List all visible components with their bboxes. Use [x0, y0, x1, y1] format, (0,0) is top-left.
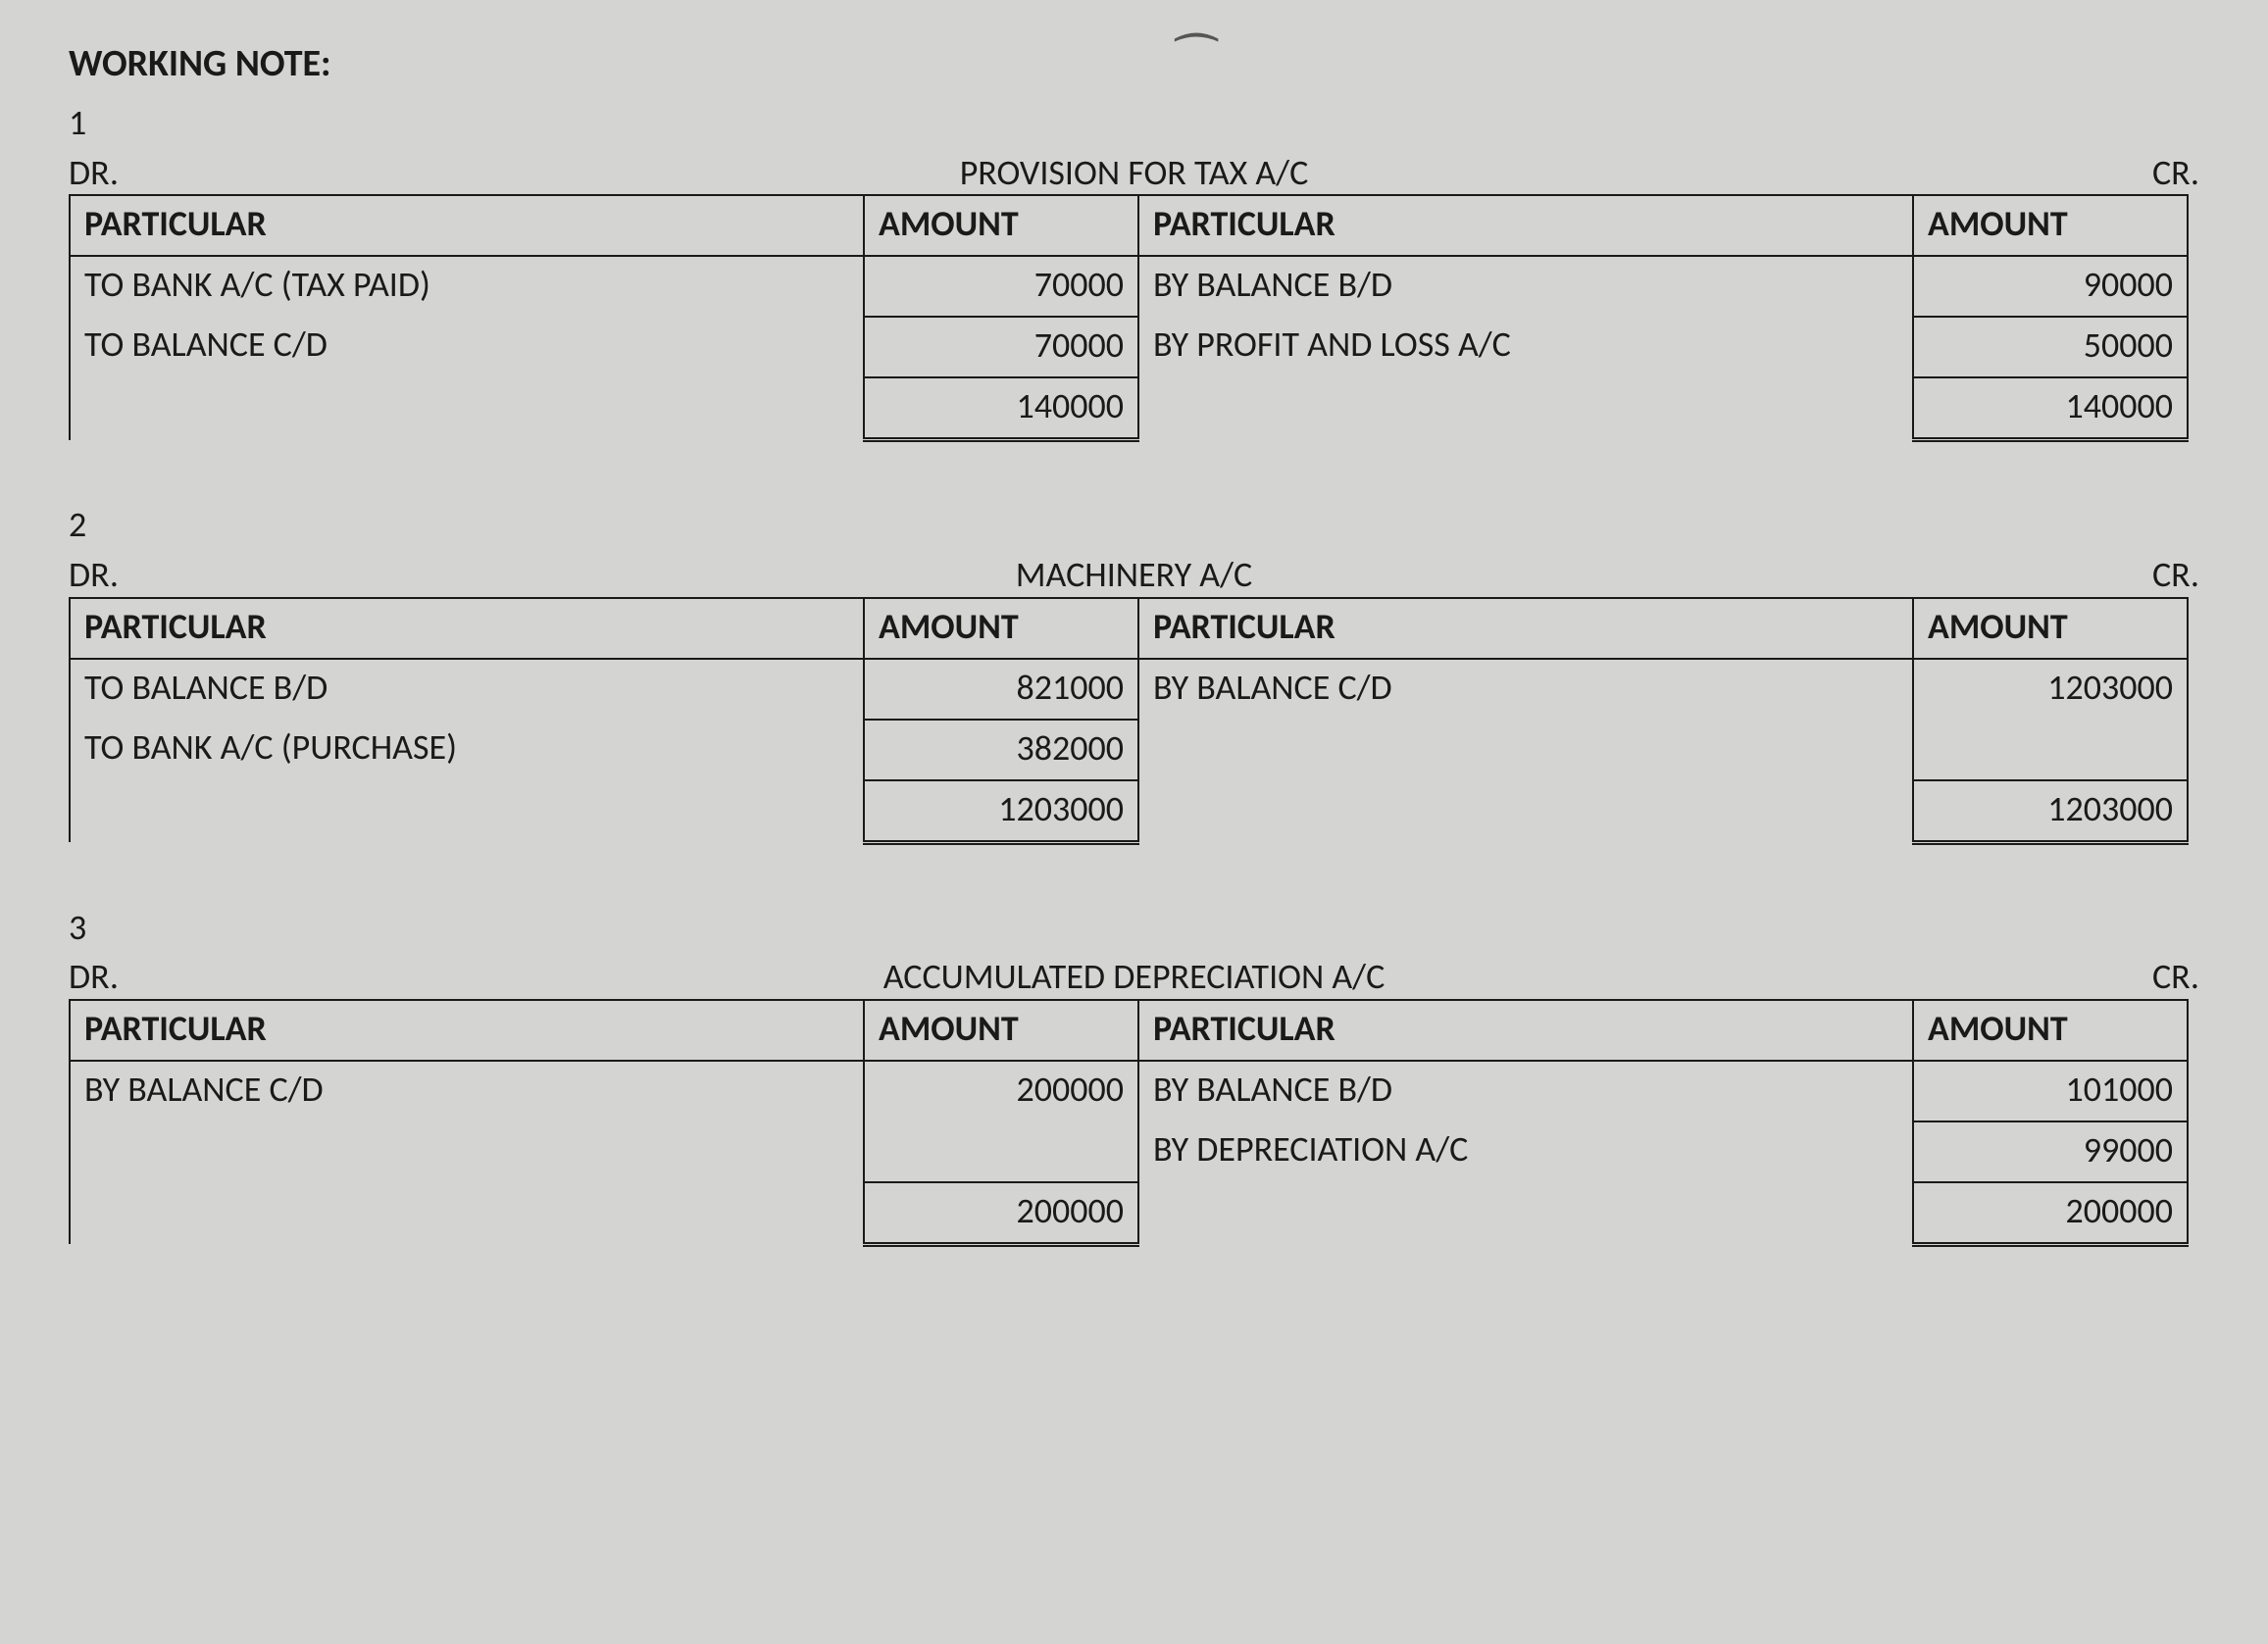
table-total-row: 1203000 1203000 — [70, 780, 2188, 843]
ledger-table-1: PARTICULAR AMOUNT PARTICULAR AMOUNT TO B… — [69, 194, 2189, 442]
cr-amount: 50000 — [1913, 317, 2188, 377]
dr-total-blank — [70, 1182, 864, 1245]
table-row: TO BANK A/C (PURCHASE) 382000 — [70, 720, 2188, 780]
page-title: WORKING NOTE: — [69, 39, 2199, 89]
cr-particular: BY BALANCE B/D — [1138, 1061, 1913, 1121]
table-header-row: PARTICULAR AMOUNT PARTICULAR AMOUNT — [70, 1000, 2188, 1061]
ledger-table-2: PARTICULAR AMOUNT PARTICULAR AMOUNT TO B… — [69, 597, 2189, 845]
account-number: 2 — [69, 501, 2199, 549]
cr-particular: BY BALANCE C/D — [1138, 659, 1913, 720]
dr-cr-header: DR. PROVISION FOR TAX A/C CR. — [69, 149, 2199, 197]
dr-amount — [864, 1121, 1138, 1182]
table-row: TO BALANCE C/D 70000 BY PROFIT AND LOSS … — [70, 317, 2188, 377]
cr-amount: 101000 — [1913, 1061, 2188, 1121]
header-amount-cr: AMOUNT — [1913, 195, 2188, 256]
table-total-row: 200000 200000 — [70, 1182, 2188, 1245]
cr-total: 140000 — [1913, 377, 2188, 440]
cr-amount — [1913, 720, 2188, 780]
table-row: TO BANK A/C (TAX PAID) 70000 BY BALANCE … — [70, 256, 2188, 317]
dr-particular: BY BALANCE C/D — [70, 1061, 864, 1121]
dr-particular: TO BANK A/C (PURCHASE) — [70, 720, 864, 780]
document-page: ⁀ WORKING NOTE: 1 DR. PROVISION FOR TAX … — [0, 0, 2268, 1644]
dr-label: DR. — [69, 149, 186, 197]
table-header-row: PARTICULAR AMOUNT PARTICULAR AMOUNT — [70, 598, 2188, 659]
dr-cr-header: DR. MACHINERY A/C CR. — [69, 551, 2199, 599]
ledger-table-3: PARTICULAR AMOUNT PARTICULAR AMOUNT BY B… — [69, 999, 2189, 1247]
dr-cr-header: DR. ACCUMULATED DEPRECIATION A/C CR. — [69, 953, 2199, 1001]
dr-total: 140000 — [864, 377, 1138, 440]
dr-amount: 821000 — [864, 659, 1138, 720]
cr-particular — [1138, 720, 1913, 780]
cr-particular: BY PROFIT AND LOSS A/C — [1138, 317, 1913, 377]
page-curl-mark: ⁀ — [1177, 29, 1216, 96]
dr-particular: TO BANK A/C (TAX PAID) — [70, 256, 864, 317]
account-title: PROVISION FOR TAX A/C — [186, 149, 2082, 197]
account-block-3: 3 DR. ACCUMULATED DEPRECIATION A/C CR. P… — [69, 904, 2199, 1247]
dr-total: 200000 — [864, 1182, 1138, 1245]
account-title: MACHINERY A/C — [186, 551, 2082, 599]
table-total-row: 140000 140000 — [70, 377, 2188, 440]
table-row: BY DEPRECIATION A/C 99000 — [70, 1121, 2188, 1182]
header-particular-cr: PARTICULAR — [1138, 195, 1913, 256]
cr-amount: 99000 — [1913, 1121, 2188, 1182]
cr-total-blank — [1138, 377, 1913, 440]
header-particular-cr: PARTICULAR — [1138, 598, 1913, 659]
dr-total: 1203000 — [864, 780, 1138, 843]
dr-total-blank — [70, 780, 864, 843]
header-particular-dr: PARTICULAR — [70, 1000, 864, 1061]
header-particular-dr: PARTICULAR — [70, 195, 864, 256]
cr-amount: 90000 — [1913, 256, 2188, 317]
header-particular-cr: PARTICULAR — [1138, 1000, 1913, 1061]
account-block-1: 1 DR. PROVISION FOR TAX A/C CR. PARTICUL… — [69, 99, 2199, 442]
cr-label: CR. — [2082, 149, 2199, 197]
header-amount-dr: AMOUNT — [864, 598, 1138, 659]
dr-amount: 70000 — [864, 317, 1138, 377]
dr-particular — [70, 1121, 864, 1182]
header-particular-dr: PARTICULAR — [70, 598, 864, 659]
dr-total-blank — [70, 377, 864, 440]
dr-label: DR. — [69, 953, 186, 1001]
cr-amount: 1203000 — [1913, 659, 2188, 720]
cr-particular: BY BALANCE B/D — [1138, 256, 1913, 317]
account-block-2: 2 DR. MACHINERY A/C CR. PARTICULAR AMOUN… — [69, 501, 2199, 844]
account-title: ACCUMULATED DEPRECIATION A/C — [186, 953, 2082, 1001]
cr-total-blank — [1138, 780, 1913, 843]
dr-amount: 382000 — [864, 720, 1138, 780]
header-amount-dr: AMOUNT — [864, 1000, 1138, 1061]
dr-amount: 200000 — [864, 1061, 1138, 1121]
header-amount-cr: AMOUNT — [1913, 598, 2188, 659]
table-row: BY BALANCE C/D 200000 BY BALANCE B/D 101… — [70, 1061, 2188, 1121]
cr-label: CR. — [2082, 953, 2199, 1001]
cr-total: 200000 — [1913, 1182, 2188, 1245]
dr-particular: TO BALANCE C/D — [70, 317, 864, 377]
account-number: 3 — [69, 904, 2199, 952]
header-amount-cr: AMOUNT — [1913, 1000, 2188, 1061]
cr-total: 1203000 — [1913, 780, 2188, 843]
cr-label: CR. — [2082, 551, 2199, 599]
table-row: TO BALANCE B/D 821000 BY BALANCE C/D 120… — [70, 659, 2188, 720]
cr-total-blank — [1138, 1182, 1913, 1245]
dr-amount: 70000 — [864, 256, 1138, 317]
account-number: 1 — [69, 99, 2199, 147]
dr-particular: TO BALANCE B/D — [70, 659, 864, 720]
header-amount-dr: AMOUNT — [864, 195, 1138, 256]
table-header-row: PARTICULAR AMOUNT PARTICULAR AMOUNT — [70, 195, 2188, 256]
cr-particular: BY DEPRECIATION A/C — [1138, 1121, 1913, 1182]
dr-label: DR. — [69, 551, 186, 599]
